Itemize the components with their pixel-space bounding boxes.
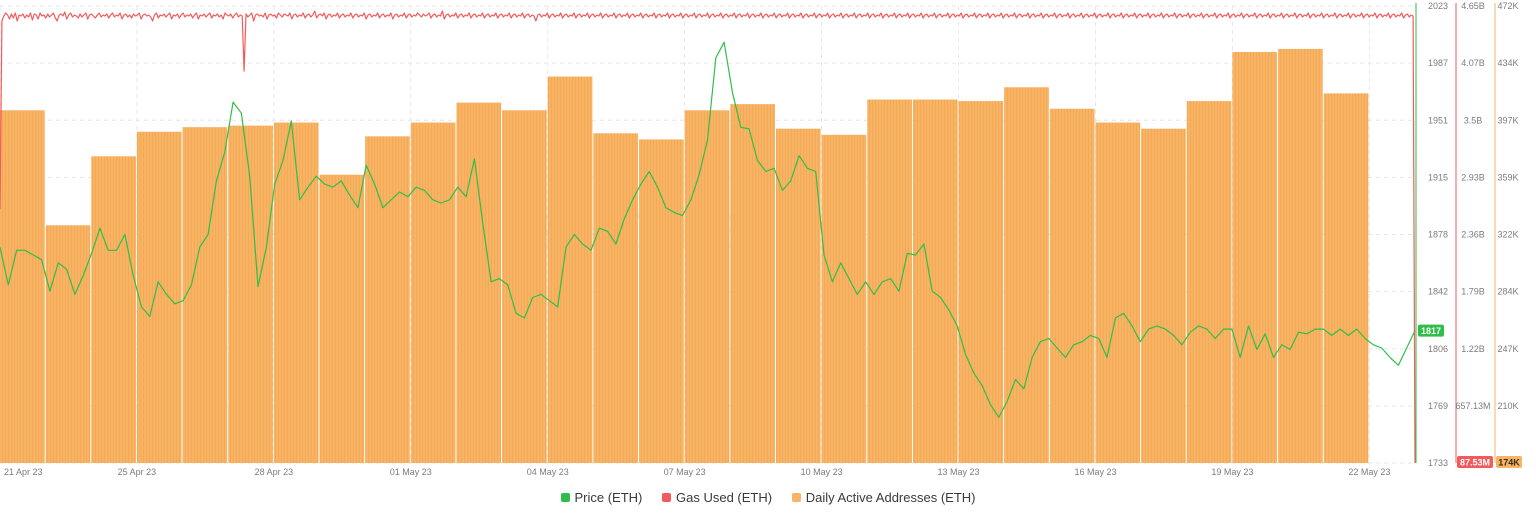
legend-label-daily-active-addresses: Daily Active Addresses (ETH)	[805, 490, 976, 505]
bar	[821, 134, 867, 463]
x-tick-label: 04 May 23	[527, 467, 569, 477]
y-tick-label: 1733	[1428, 458, 1448, 468]
bar	[639, 139, 684, 463]
current-value-label: 87.53M	[1460, 458, 1490, 468]
y-tick-label: 1951	[1428, 115, 1448, 125]
bar	[273, 122, 319, 463]
bar	[1278, 48, 1323, 463]
legend-swatch-price	[560, 493, 570, 502]
bar	[182, 127, 228, 464]
bar	[730, 104, 775, 464]
x-tick-label: 21 Apr 23	[4, 467, 43, 477]
y-tick-label: 1878	[1428, 230, 1448, 240]
y-tick-label: 247K	[1497, 344, 1518, 354]
bar	[0, 110, 45, 464]
x-tick-label: 25 Apr 23	[118, 467, 157, 477]
y-tick-label: 1.22B	[1461, 344, 1485, 354]
bar	[456, 102, 502, 463]
y-tick-label: 3.5B	[1464, 115, 1483, 125]
y-tick-label: 472K	[1497, 1, 1518, 11]
x-tick-label: 01 May 23	[390, 467, 432, 477]
bar	[1004, 87, 1049, 463]
legend: Price (ETH) Gas Used (ETH) Daily Active …	[0, 490, 1536, 505]
y-tick-label: 2.36B	[1461, 230, 1485, 240]
bar	[1232, 52, 1278, 463]
x-tick-label: 28 Apr 23	[255, 467, 294, 477]
legend-item-daily-active-addresses[interactable]: Daily Active Addresses (ETH)	[791, 490, 976, 505]
current-value-badge	[1496, 456, 1522, 468]
y-tick-label: 359K	[1497, 172, 1518, 182]
y-tick-label: 1.79B	[1461, 287, 1485, 297]
y-tick-label: 2.93B	[1461, 172, 1485, 182]
gas-used-line	[0, 10, 1416, 464]
bar	[1323, 93, 1369, 463]
axes: 21 Apr 23 25 Apr 23 28 Apr 23 01 May 23 04 M…	[4, 1, 1522, 477]
current-value-label: 1817	[1421, 326, 1441, 336]
y-tick-label: 4.07B	[1461, 58, 1485, 68]
x-tick-label: 19 May 23	[1211, 467, 1253, 477]
x-tick-label: 22 May 23	[1348, 467, 1390, 477]
legend-swatch-gas-used	[662, 493, 672, 502]
bar	[410, 122, 456, 463]
legend-item-gas-used[interactable]: Gas Used (ETH)	[662, 490, 772, 505]
x-tick-label: 13 May 23	[938, 467, 980, 477]
x-tick-label: 10 May 23	[801, 467, 843, 477]
y-tick-label: 657.13M	[1455, 401, 1490, 411]
legend-label-gas-used: Gas Used (ETH)	[676, 490, 773, 505]
bar	[547, 76, 593, 463]
bar	[91, 156, 136, 464]
bar	[136, 131, 182, 463]
legend-item-price[interactable]: Price (ETH)	[560, 490, 643, 505]
bar	[45, 225, 91, 463]
current-value-badge	[1418, 324, 1444, 337]
bar	[1186, 101, 1232, 463]
bar	[1095, 122, 1141, 463]
price-line	[0, 41, 1416, 418]
y-tick-label: 1769	[1428, 401, 1448, 411]
y-tick-label: 210K	[1497, 401, 1518, 411]
bar	[775, 128, 821, 463]
y-tick-label: 1842	[1428, 287, 1448, 297]
bar	[502, 110, 547, 464]
bar	[1141, 128, 1186, 463]
y-tick-label: 434K	[1497, 58, 1518, 68]
bar	[912, 99, 958, 463]
legend-swatch-daily-active-addresses	[791, 493, 801, 502]
x-tick-label: 16 May 23	[1074, 467, 1116, 477]
y-tick-label: 284K	[1497, 287, 1518, 297]
current-value-badge	[1457, 456, 1493, 468]
legend-label-price: Price (ETH)	[574, 490, 643, 505]
bar	[228, 125, 273, 464]
bar	[867, 99, 912, 463]
y-tick-label: 4.65B	[1461, 1, 1485, 11]
bar	[958, 101, 1004, 463]
series-lines	[0, 10, 1416, 464]
y-tick-label: 322K	[1497, 230, 1518, 240]
y-tick-label: 1806	[1428, 344, 1448, 354]
bar	[365, 136, 410, 463]
y-tick-label: 1915	[1428, 172, 1448, 182]
bar	[593, 133, 639, 464]
daily-active-addresses-bars	[0, 48, 1369, 464]
bar	[1049, 108, 1095, 463]
y-tick-label: 2023	[1428, 1, 1448, 11]
y-tick-label: 397K	[1497, 115, 1518, 125]
current-value-label: 174K	[1498, 458, 1520, 468]
bar	[684, 110, 730, 464]
x-tick-label: 07 May 23	[664, 467, 706, 477]
bar	[319, 174, 365, 463]
y-tick-label: 1987	[1428, 58, 1448, 68]
